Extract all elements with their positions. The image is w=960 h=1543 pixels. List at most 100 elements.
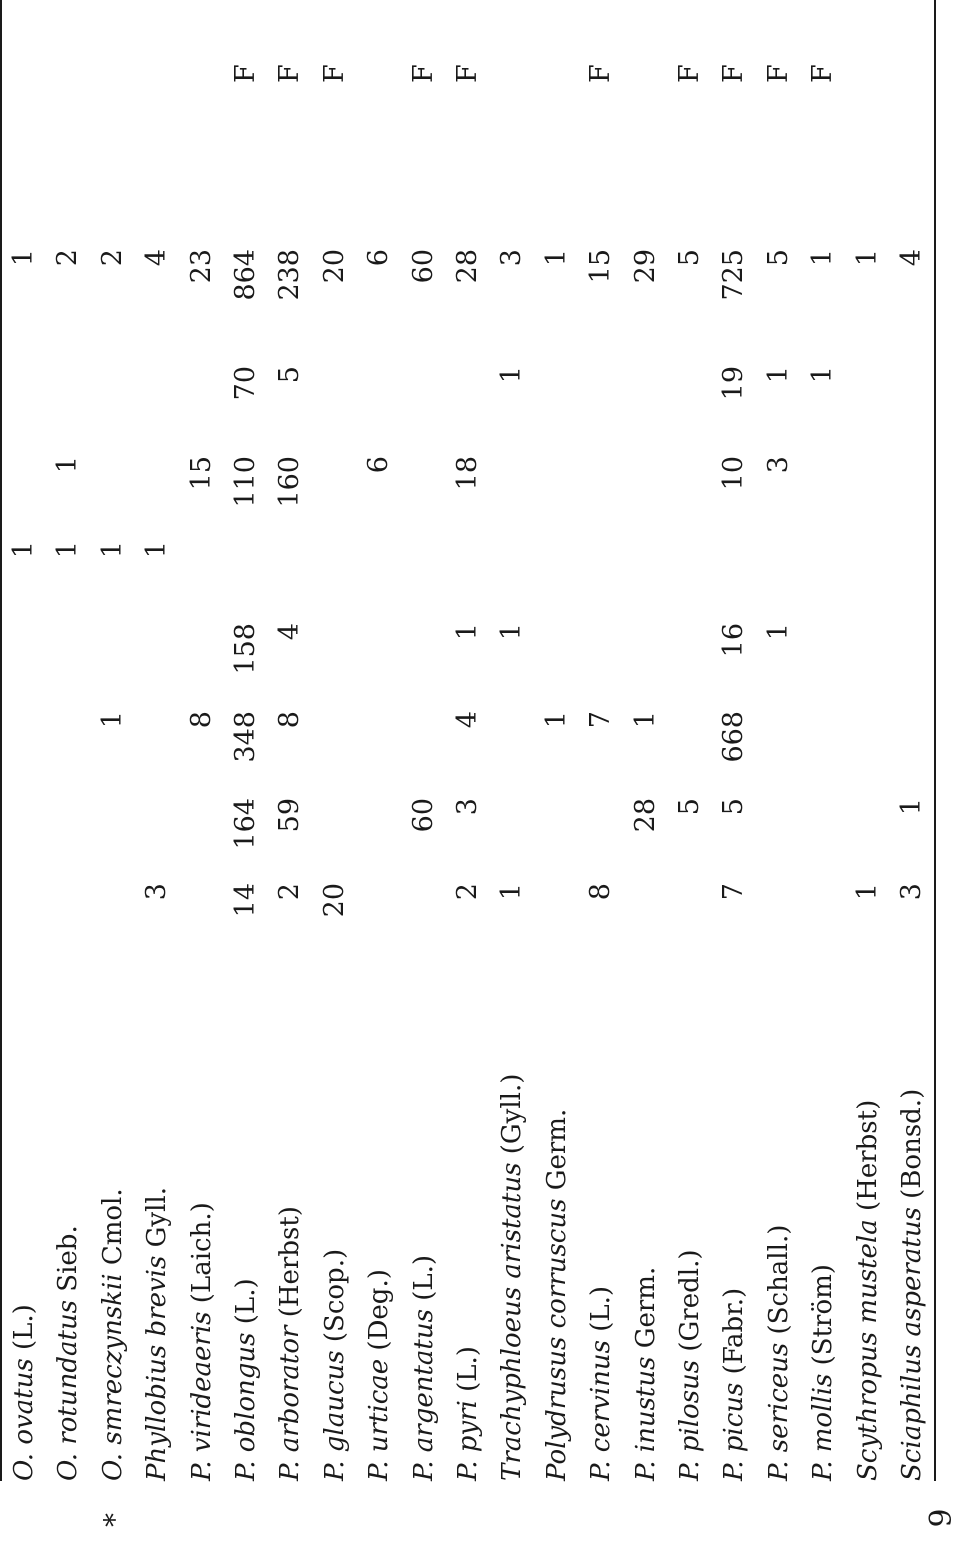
- count-cell-c1: [357, 883, 401, 941]
- count-cell-c1: 2: [274, 883, 306, 901]
- species-name: P. pyri (L.): [446, 961, 490, 1481]
- count-cell-c6: [402, 456, 446, 514]
- genus: O.: [97, 1452, 128, 1481]
- species-name: Trachyphloeus aristatus (Gyll.): [490, 961, 534, 1481]
- count-cell-c6: 6: [363, 456, 395, 474]
- author: (Herbst): [275, 1206, 306, 1318]
- count-cell-c2: [46, 798, 90, 856]
- count-cell-c3: [135, 711, 179, 769]
- flag-cell: F: [718, 64, 750, 83]
- count-cell-c6: 1: [52, 456, 84, 474]
- total-cell: 28: [452, 249, 483, 284]
- count-cell-c3: [357, 711, 401, 769]
- count-cell-c3: 1: [629, 711, 661, 729]
- genus: P.: [586, 1460, 617, 1482]
- genus: P.: [763, 1460, 794, 1482]
- flag-cell: F: [230, 64, 261, 83]
- table-row: P. urticae (Deg.) 6 6: [357, 0, 401, 1543]
- page-number: 9: [924, 1508, 959, 1528]
- species: picus: [719, 1382, 750, 1453]
- total-cell: 1: [8, 249, 39, 267]
- count-cell-c2: [801, 798, 845, 856]
- count-cell-c1: 7: [718, 883, 750, 901]
- species: arborator: [275, 1325, 306, 1453]
- species-name: P. virideaeris (Laich.): [180, 961, 224, 1481]
- count-cell-c2: [535, 798, 579, 856]
- author: Germ.: [630, 1266, 661, 1349]
- count-cell-c1: 1: [851, 883, 883, 901]
- count-cell-c4: [135, 623, 179, 681]
- count-cell-c4: 158: [230, 623, 261, 675]
- count-cell-c7: [135, 366, 179, 424]
- species: ovatus: [9, 1358, 39, 1445]
- count-cell-c6: [668, 456, 712, 514]
- species: corruscus: [541, 1198, 572, 1329]
- total-cell: 20: [318, 249, 350, 284]
- count-cell-c7: [535, 366, 579, 424]
- species-name: Sciaphilus asperatus (Bonsd.): [890, 961, 934, 1481]
- species: brevis: [142, 1255, 173, 1337]
- flag-cell: F: [274, 64, 306, 83]
- author: (L.): [453, 1346, 483, 1392]
- flag-cell: [535, 43, 579, 83]
- author: (Laich.): [186, 1202, 217, 1304]
- author: (Gredl.): [675, 1249, 705, 1352]
- count-cell-c4: [357, 623, 401, 681]
- count-cell-c4: [180, 623, 224, 681]
- genus: P.: [275, 1460, 306, 1482]
- count-cell-c2: 164: [230, 798, 261, 850]
- total-cell: 4: [896, 249, 927, 267]
- flag-cell: F: [585, 64, 617, 83]
- count-cell-c6: [801, 456, 845, 514]
- count-cell-c5: 1: [8, 541, 39, 559]
- table-row: Trachyphloeus aristatus (Gyll.) 1 1 1 3: [490, 0, 534, 1543]
- count-cell-c4: [402, 623, 446, 681]
- count-cell-c2: 59: [274, 798, 306, 833]
- species: pyri: [453, 1400, 483, 1453]
- author: (Bonsd.): [897, 1088, 927, 1199]
- count-cell-c7: 19: [718, 366, 750, 401]
- count-cell-c5: 1: [141, 541, 173, 559]
- species-name: P. glaucus (Scop.): [313, 961, 357, 1481]
- count-cell-c7: 5: [274, 366, 306, 384]
- total-cell: 60: [407, 249, 439, 284]
- count-cell-c5: [224, 541, 268, 599]
- count-cell-c6: [624, 456, 668, 514]
- count-cell-c7: [313, 366, 357, 424]
- species: pilosus: [675, 1359, 705, 1453]
- count-cell-c3: 8: [185, 711, 217, 729]
- count-cell-c4: [846, 623, 890, 681]
- count-cell-c5: [446, 541, 490, 599]
- table-row: O. rotundatus Sieb. 1 1 2: [46, 0, 90, 1543]
- species: smreczynskii: [97, 1273, 128, 1445]
- species-name: Scythropus mustela (Herbst): [846, 961, 890, 1481]
- genus: O.: [9, 1452, 39, 1481]
- species: oblongus: [231, 1332, 261, 1453]
- count-cell-c7: [846, 366, 890, 424]
- count-cell-c2: [180, 798, 224, 856]
- asterisk-mark: *: [97, 1513, 131, 1527]
- count-cell-c5: [890, 541, 934, 599]
- count-cell-c7: [180, 366, 224, 424]
- author: Sieb.: [53, 1225, 84, 1292]
- count-cell-c3: [846, 711, 890, 769]
- flag-cell: [357, 43, 401, 83]
- count-cell-c4: [91, 623, 135, 681]
- table-row: P. arborator (Herbst) 2 59 8 4 160 5 238 F: [268, 0, 312, 1543]
- count-cell-c6: [490, 456, 534, 514]
- count-cell-c6: [2, 456, 46, 514]
- count-cell-c3: [402, 711, 446, 769]
- genus: P.: [630, 1460, 661, 1482]
- total-cell: 3: [496, 249, 528, 267]
- flag-cell: F: [762, 64, 794, 83]
- count-cell-c6: 110: [230, 456, 261, 508]
- flag-cell: [91, 43, 135, 83]
- count-cell-c3: 7: [585, 711, 617, 729]
- count-cell-c6: 18: [452, 456, 483, 491]
- species-name: Polydrusus corruscus Germ.: [535, 961, 579, 1481]
- author: (Gyll.): [497, 1073, 528, 1155]
- count-cell-c1: [801, 883, 845, 941]
- count-cell-c6: [91, 456, 135, 514]
- flag-cell: F: [407, 64, 439, 83]
